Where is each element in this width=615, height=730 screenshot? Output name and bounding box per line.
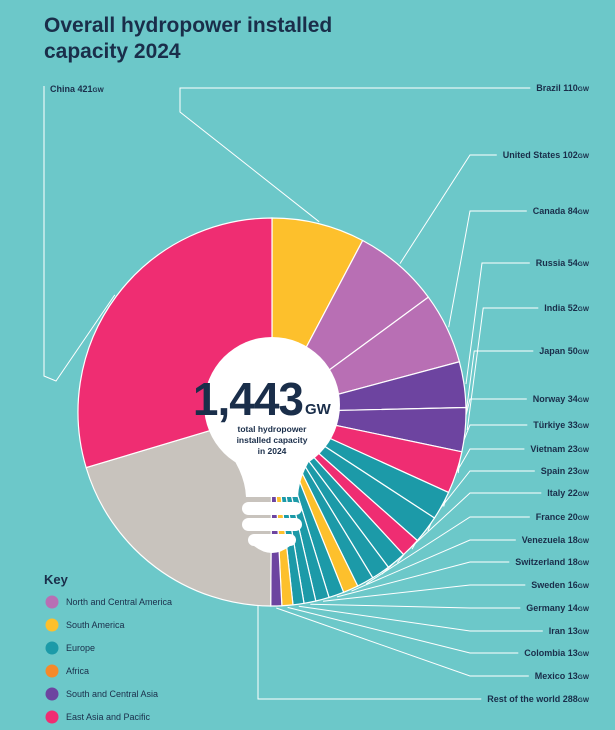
- key-title: Key: [44, 572, 69, 587]
- key-swatch-south-and-central-asia: [45, 687, 59, 701]
- total-caption-line-1: total hydropower: [238, 424, 308, 434]
- key-swatch-south-america: [45, 618, 59, 632]
- label-russia: Russia 54GW: [536, 258, 590, 268]
- key-swatch-east-asia-and-pacific: [45, 710, 59, 724]
- label-india: India 52GW: [544, 303, 590, 313]
- label-france: France 20GW: [536, 512, 590, 522]
- lightbulb-icon: [204, 337, 340, 553]
- key-label-south-america: South America: [66, 620, 125, 630]
- leader-germany: [310, 603, 521, 609]
- label-venezuela: Venezuela 18GW: [522, 535, 590, 545]
- leader-canada: [448, 210, 527, 328]
- label-germany: Germany 14GW: [526, 603, 590, 613]
- label-spain: Spain 23GW: [541, 466, 590, 476]
- key-swatch-europe: [45, 641, 59, 655]
- leader-china: [43, 86, 116, 382]
- legend: Key North and Central America South Americ…: [44, 572, 172, 724]
- leader-united-states: [399, 154, 497, 264]
- leader-lines: [43, 86, 543, 700]
- key-label-south-and-central-asia: South and Central Asia: [66, 689, 158, 699]
- label-japan: Japan 50GW: [539, 346, 590, 356]
- leader-france: [366, 516, 530, 585]
- key-label-europe: Europe: [66, 643, 95, 653]
- total-value: 1,443: [193, 373, 303, 425]
- label-brazil: Brazil 110GW: [536, 83, 590, 93]
- leader-russia: [465, 262, 530, 385]
- label-united-states: United States 102GW: [503, 150, 590, 160]
- slice-labels: Brazil 110GW United States 102GW Canada 84…: [50, 83, 590, 704]
- leader-rest-of-the-world: [257, 568, 482, 700]
- leader-colombia: [287, 606, 519, 654]
- label-rest-of-the-world: Rest of the world 288GW: [487, 694, 590, 704]
- label-canada: Canada 84GW: [533, 206, 590, 216]
- leader-iran: [298, 605, 543, 632]
- label-norway: Norway 34GW: [533, 394, 590, 404]
- slice-rest-of-the-world: [85, 411, 273, 607]
- label-colombia: Colombia 13GW: [524, 648, 590, 658]
- label-italy: Italy 22GW: [547, 488, 590, 498]
- leader-venezuela: [351, 539, 516, 592]
- leader-india: [466, 307, 539, 431]
- total-caption-line-3: in 2024: [258, 446, 287, 456]
- leader-mexico: [276, 607, 529, 677]
- label-sweden: Sweden 16GW: [531, 580, 590, 590]
- chart-title-line2: capacity 2024: [44, 40, 181, 63]
- label-vietnam: Vietnam 23GW: [530, 444, 589, 454]
- label-china: China 421GW: [50, 84, 105, 94]
- chart-title: Overall hydropower installed: [44, 14, 332, 37]
- leader-switzerland: [336, 561, 510, 598]
- key-swatch-africa: [45, 664, 59, 678]
- key-label-africa: Africa: [66, 666, 89, 676]
- key-label-north-and-central-america: North and Central America: [66, 597, 172, 607]
- leader-sweden: [322, 584, 526, 602]
- total-caption-line-2: installed capacity: [237, 435, 308, 445]
- label-switzerland: Switzerland 18GW: [515, 557, 590, 567]
- key-label-east-asia-and-pacific: East Asia and Pacific: [66, 712, 151, 722]
- leader-brazil: [179, 87, 531, 223]
- label-iran: Iran 13GW: [549, 626, 590, 636]
- key-swatch-north-and-central-america: [45, 595, 59, 609]
- label-turkiye: Türkiye 33GW: [533, 420, 590, 430]
- total-unit: GW: [305, 401, 332, 418]
- label-mexico: Mexico 13GW: [535, 671, 590, 681]
